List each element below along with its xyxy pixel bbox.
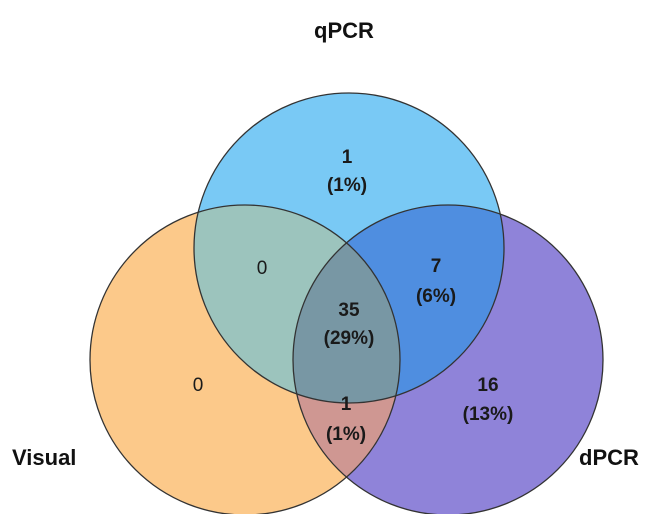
dpcr-only-percent: (13%) bbox=[463, 404, 514, 425]
visual-set-label: Visual bbox=[12, 445, 76, 470]
visual-only-count: 0 bbox=[193, 375, 204, 396]
visual-dpcr-percent: (1%) bbox=[326, 424, 366, 445]
dpcr-only-count: 16 bbox=[477, 375, 498, 396]
visual-dpcr-count: 1 bbox=[341, 394, 352, 415]
dpcr-circle-outline bbox=[292, 204, 604, 514]
visual-qpcr-count: 0 bbox=[257, 258, 268, 279]
all-three-overlap bbox=[293, 205, 400, 403]
all-three-count: 35 bbox=[338, 300, 360, 321]
dpcr-set-label: dPCR bbox=[579, 445, 639, 470]
visual-circle-outline bbox=[89, 204, 401, 514]
qpcr-set-label: qPCR bbox=[314, 18, 374, 43]
qpcr-only-count: 1 bbox=[342, 147, 353, 168]
qpcr-dpcr-percent: (6%) bbox=[416, 286, 456, 307]
qpcr-circle-outline bbox=[193, 92, 505, 404]
qpcr-only-percent: (1%) bbox=[327, 175, 367, 196]
all-three-percent: (29%) bbox=[324, 328, 375, 349]
qpcr-dpcr-count: 7 bbox=[431, 256, 442, 277]
